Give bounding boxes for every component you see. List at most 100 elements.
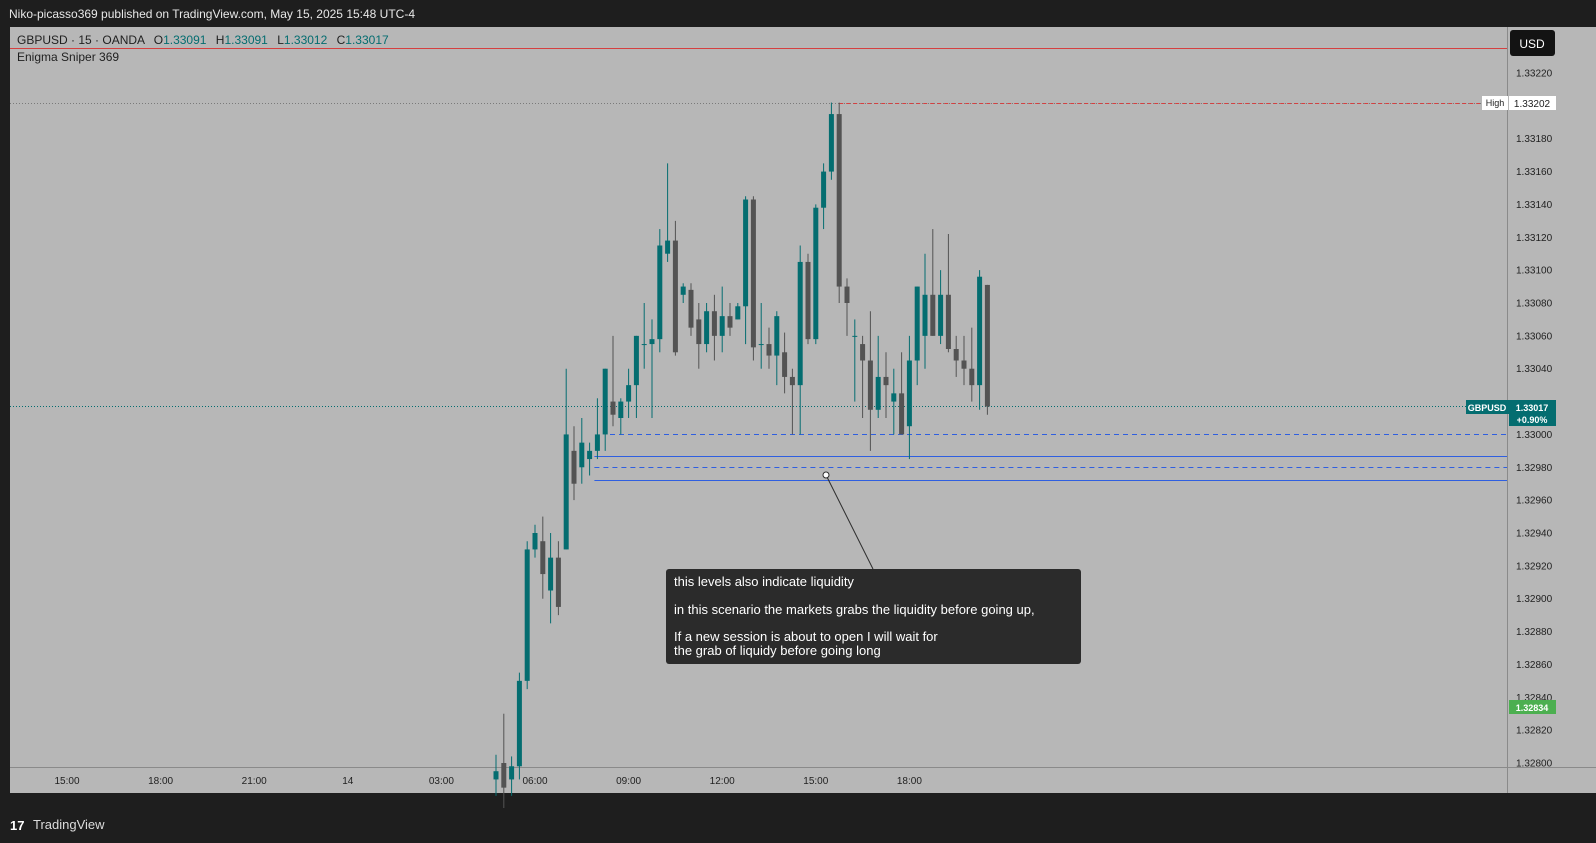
price-axis[interactable] bbox=[1508, 27, 1596, 767]
candle-body bbox=[836, 114, 842, 287]
candle-body bbox=[727, 316, 733, 328]
candles bbox=[493, 102, 990, 808]
publish-header: Niko-picasso369 published on TradingView… bbox=[0, 0, 1596, 27]
price-tick-label: 1.33220 bbox=[1516, 69, 1553, 80]
candle-body bbox=[906, 360, 912, 427]
legend-line: GBPUSD · 15 · OANDA O1.33091 H1.33091 L1… bbox=[17, 33, 389, 47]
time-tick-label: 15:00 bbox=[54, 776, 79, 787]
candle-body bbox=[789, 376, 795, 386]
candle-body bbox=[867, 360, 873, 410]
candle-body bbox=[680, 286, 686, 295]
publish-line: Niko-picasso369 published on TradingView… bbox=[9, 7, 416, 21]
annotation-box[interactable] bbox=[666, 569, 1081, 664]
candle-body bbox=[891, 393, 897, 402]
time-tick-label: 18:00 bbox=[148, 776, 173, 787]
footer: 17 TradingView bbox=[0, 808, 1596, 843]
time-tick-label: 14 bbox=[342, 776, 354, 787]
time-tick-labels: 21:001303:0006:0009:0012:0015:0018:0021:… bbox=[54, 776, 922, 787]
candle-body bbox=[696, 319, 702, 345]
indicator-name[interactable]: Enigma Sniper 369 bbox=[17, 50, 119, 64]
symbol-tag: GBPUSD bbox=[1468, 403, 1507, 413]
candle-body bbox=[953, 349, 959, 361]
price-tick-label: 1.32840 bbox=[1516, 693, 1553, 704]
candle-body bbox=[579, 442, 585, 468]
high-price: 1.33202 bbox=[1514, 99, 1551, 110]
legend-high-label: H bbox=[216, 33, 225, 47]
candle-body bbox=[571, 450, 577, 484]
price-tick-label: 1.33120 bbox=[1516, 233, 1553, 244]
price-tick-label: 1.32980 bbox=[1516, 463, 1553, 474]
currency-button[interactable]: USD bbox=[1519, 37, 1545, 51]
candle-body bbox=[719, 316, 725, 336]
candle-body bbox=[813, 207, 819, 340]
price-tick-label: 1.33060 bbox=[1516, 331, 1553, 342]
time-tick-label: 12:00 bbox=[710, 776, 735, 787]
candle-body bbox=[938, 294, 944, 336]
candle-body bbox=[883, 376, 889, 386]
candle-body bbox=[563, 434, 569, 550]
candle-body bbox=[610, 401, 616, 415]
candle-body bbox=[875, 376, 881, 410]
candle-body bbox=[594, 434, 600, 451]
candle-body bbox=[844, 286, 850, 303]
price-tick-label: 1.33140 bbox=[1516, 200, 1553, 211]
legend-close: 1.33017 bbox=[345, 33, 389, 47]
high-price-bg bbox=[1509, 96, 1556, 110]
candle-body bbox=[828, 114, 834, 172]
candle-body bbox=[782, 352, 788, 377]
tradingview-brand[interactable]: TradingView bbox=[33, 817, 105, 832]
candle-body bbox=[587, 450, 593, 460]
candle-body bbox=[930, 294, 936, 336]
current-price: 1.33017 bbox=[1516, 403, 1549, 413]
candle-body bbox=[945, 294, 951, 349]
candle-body bbox=[797, 261, 803, 386]
candle-body bbox=[750, 199, 756, 348]
candle-body bbox=[805, 261, 811, 340]
price-tick-label: 1.33000 bbox=[1516, 430, 1553, 441]
candle-body bbox=[672, 240, 678, 353]
price-tick-label: 1.33080 bbox=[1516, 299, 1553, 310]
candle-body bbox=[509, 766, 515, 780]
candle-body bbox=[711, 311, 717, 336]
callout-anchor[interactable] bbox=[822, 471, 830, 479]
candle-body bbox=[860, 344, 866, 361]
legend-title: GBPUSD · 15 · OANDA bbox=[17, 33, 145, 47]
candlestick-chart[interactable]: 1.33220 1.33180 1.33160 1.33140 1.33120 1.331… bbox=[10, 27, 1596, 808]
candle-body bbox=[626, 385, 632, 402]
time-axis[interactable] bbox=[10, 768, 1596, 793]
candle-body bbox=[633, 335, 639, 386]
annotation-line-4: the grab of liquidy before going long bbox=[674, 643, 881, 658]
candle-body bbox=[735, 306, 741, 320]
candle-body bbox=[641, 344, 647, 346]
currency-button-bg[interactable] bbox=[1510, 30, 1555, 56]
price-tick-label: 1.32960 bbox=[1516, 496, 1553, 507]
price-tick-labels: 1.33220 1.33180 1.33160 1.33140 1.33120 1.331… bbox=[1516, 69, 1553, 770]
price-tick-label: 1.33100 bbox=[1516, 266, 1553, 277]
candle-body bbox=[548, 557, 554, 591]
candle-body bbox=[899, 393, 905, 435]
time-tick-label: 03:00 bbox=[429, 776, 454, 787]
candle-body bbox=[618, 401, 624, 418]
symbol-tag-bg bbox=[1466, 400, 1509, 414]
candle-body bbox=[922, 294, 928, 336]
legend-low-label: L bbox=[277, 33, 284, 47]
candle-body bbox=[532, 533, 538, 550]
high-label: High bbox=[1486, 98, 1505, 108]
tradingview-logo-icon[interactable]: 17 bbox=[10, 818, 25, 833]
legend-high: 1.33091 bbox=[224, 33, 268, 47]
time-tick-label: 09:00 bbox=[616, 776, 641, 787]
candle-body bbox=[516, 680, 522, 767]
candle-body bbox=[758, 344, 764, 346]
time-tick-label: 21:00 bbox=[242, 776, 267, 787]
price-tick-label: 1.32860 bbox=[1516, 660, 1553, 671]
high-label-bg bbox=[1482, 96, 1508, 110]
candle-body bbox=[493, 771, 499, 780]
current-price-bg bbox=[1509, 400, 1556, 426]
candle-body bbox=[688, 289, 694, 328]
callout-pointer bbox=[825, 474, 874, 570]
price-tick-label: 1.32900 bbox=[1516, 594, 1553, 605]
current-change: +0.90% bbox=[1517, 415, 1548, 425]
candle-body bbox=[961, 360, 967, 369]
candle-body bbox=[524, 549, 530, 681]
annotation-line-3: If a new session is about to open I will… bbox=[674, 629, 938, 644]
